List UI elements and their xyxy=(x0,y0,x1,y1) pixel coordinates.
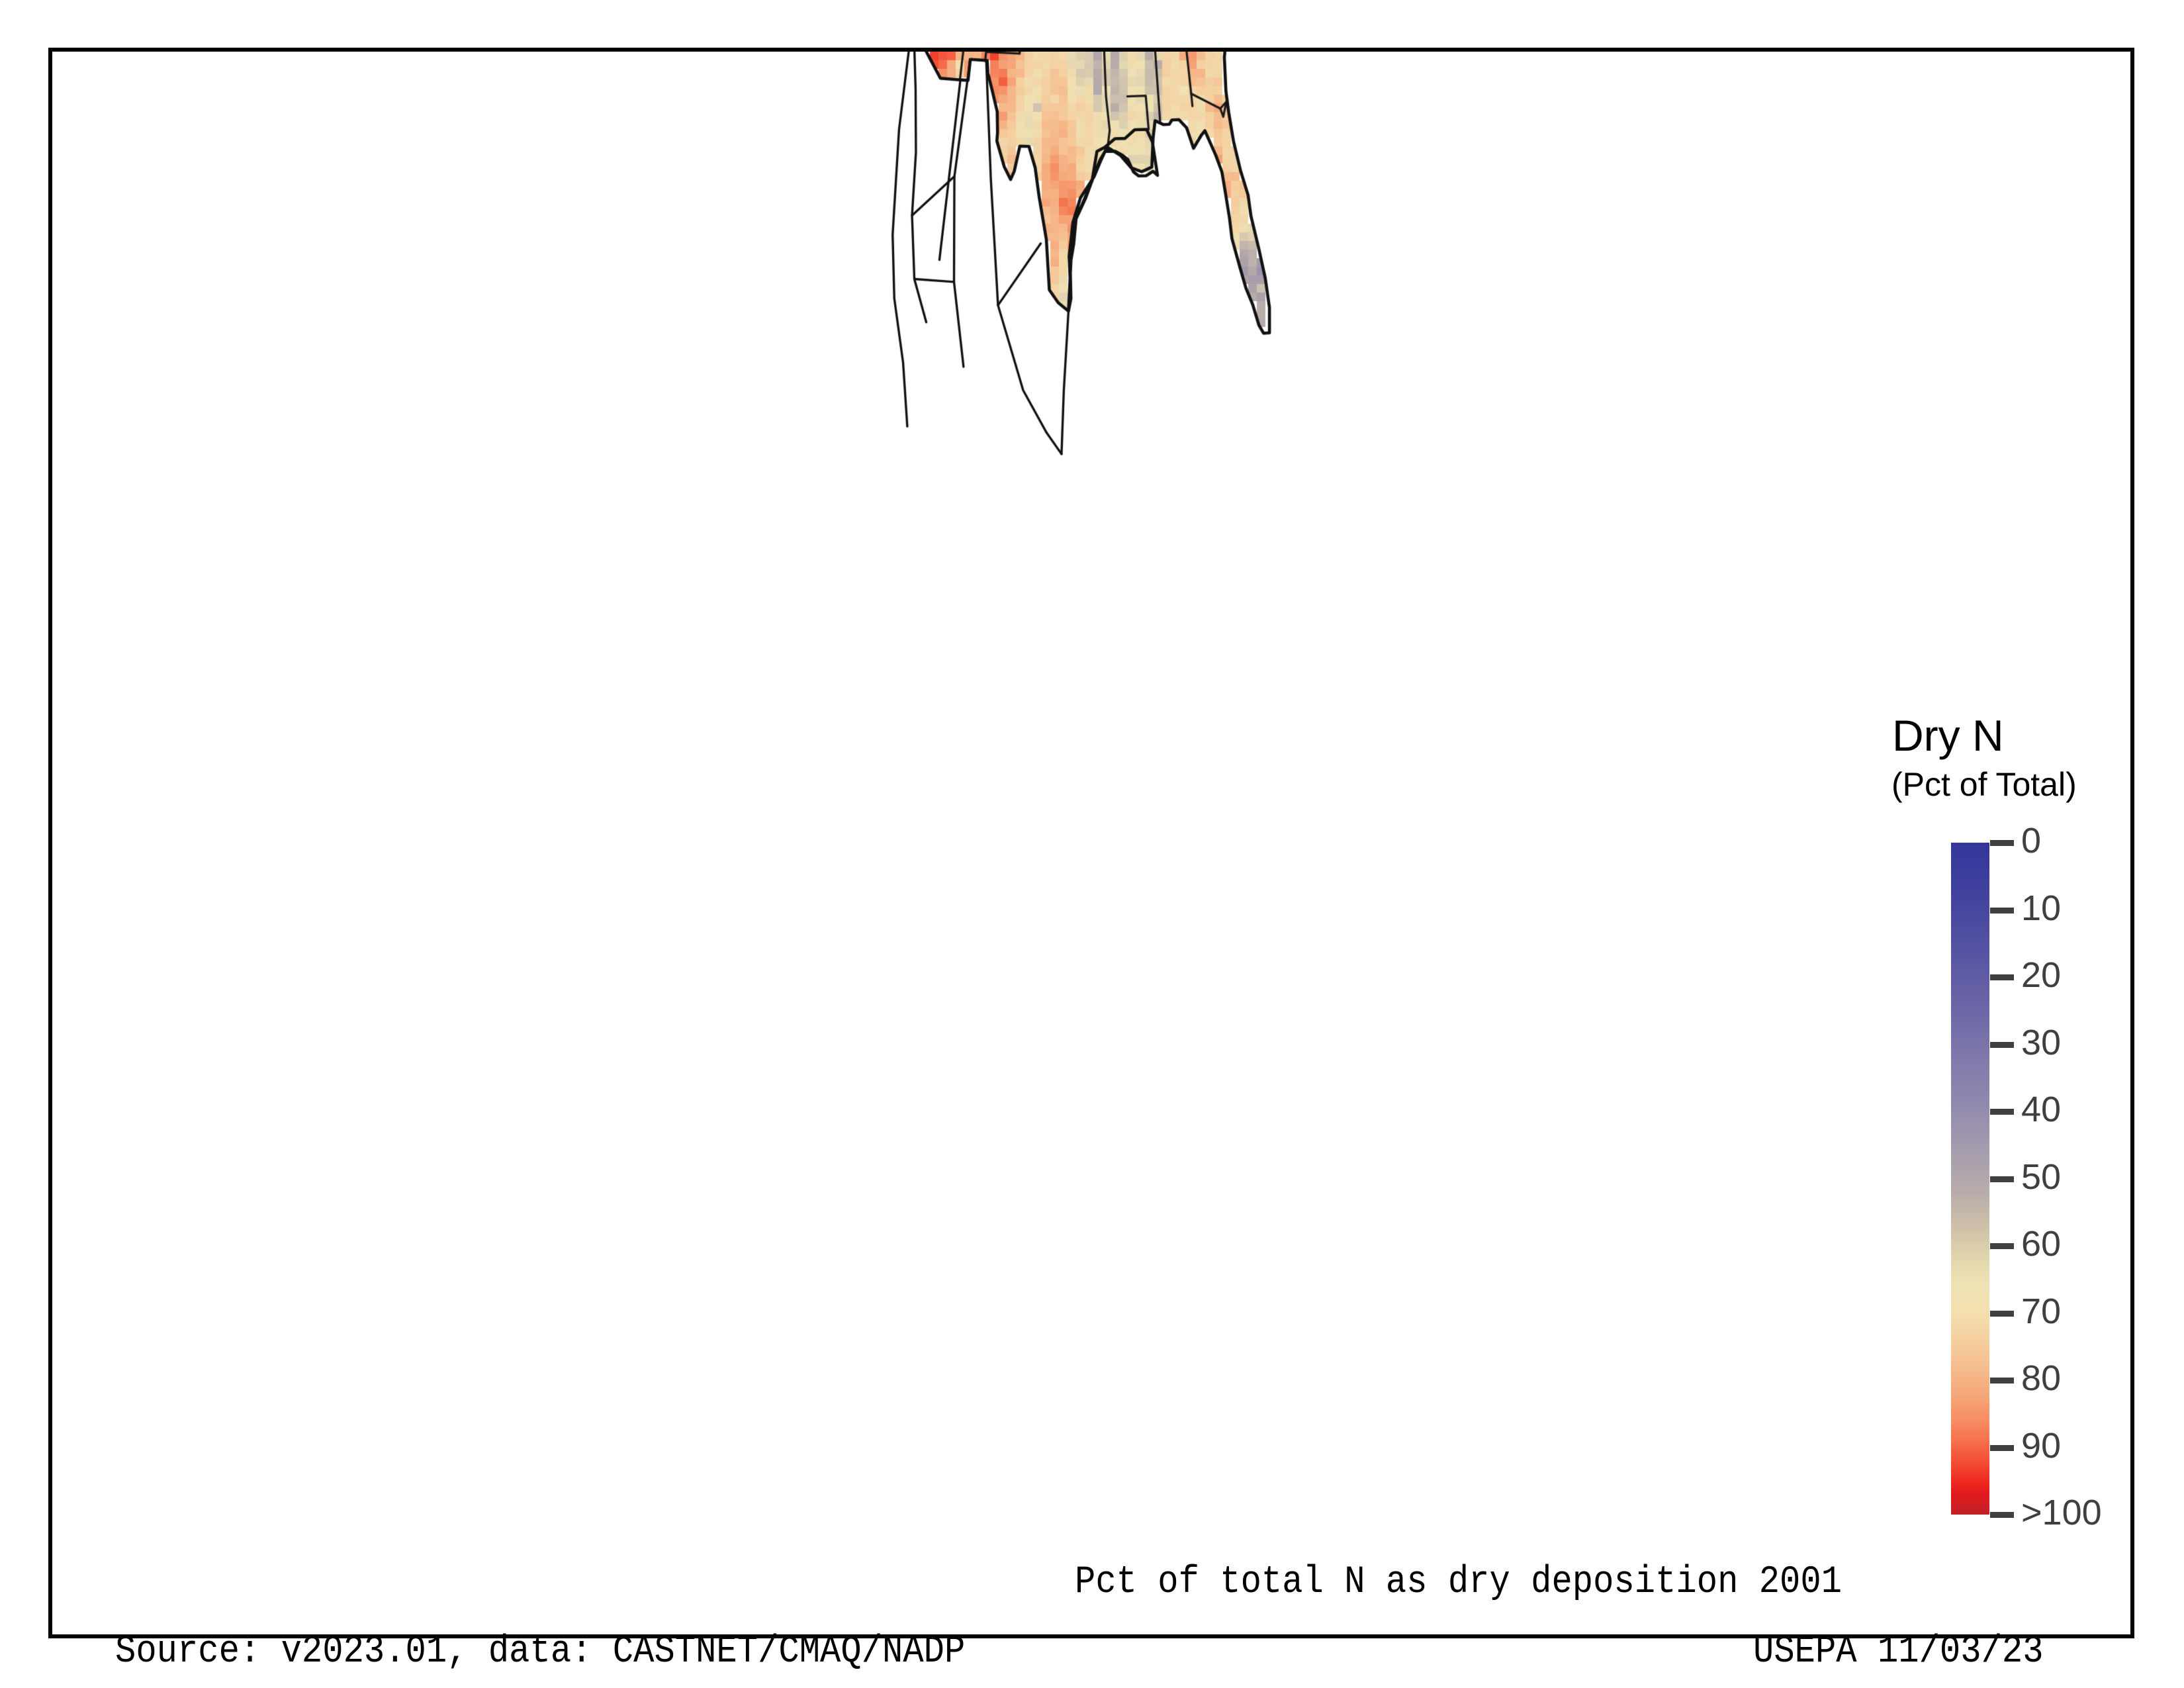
colorbar-tick-mark xyxy=(1990,1378,2014,1383)
source-caption: Source: v2023.01, data: CASTNET/CMAQ/NAD… xyxy=(115,1630,966,1673)
colorbar-tick-mark xyxy=(1990,974,2014,980)
figure-frame: Dry N (Pct of Total) 0 10 20 30 40 50 60 70 80 90… xyxy=(48,48,2134,1673)
colorbar-tick-label: 10 xyxy=(2021,888,2062,928)
colorbar-tick-mark xyxy=(1990,1512,2014,1518)
colorbar-tick-label: 40 xyxy=(2021,1090,2062,1129)
colorbar-tick-label: 0 xyxy=(2021,821,2042,861)
colorbar-tick-label: 50 xyxy=(2021,1156,2062,1197)
colorbar-tick-label: 60 xyxy=(2021,1224,2062,1264)
legend-title: Dry N xyxy=(1892,711,2004,760)
map-caption: Pct of total N as dry deposition 2001 xyxy=(1075,1561,1843,1604)
colorbar-tick-mark xyxy=(1990,1310,2014,1317)
colorbar-tick-label: 20 xyxy=(2021,955,2062,995)
colorbar-tick-label: 30 xyxy=(2021,1022,2062,1062)
conus-deposition-heatmap xyxy=(52,52,2130,1634)
colorbar-tick-mark xyxy=(1990,840,2014,846)
colorbar-gradient xyxy=(1951,843,1989,1515)
colorbar-legend: Dry N (Pct of Total) 0 10 20 30 40 50 60 70 80 90… xyxy=(1869,710,2154,1571)
colorbar-tick-label: 90 xyxy=(2021,1425,2062,1466)
colorbar-tick-mark xyxy=(1990,907,2014,914)
colorbar-tick-mark xyxy=(1990,1444,2014,1451)
colorbar-tick-label: 80 xyxy=(2021,1358,2062,1398)
colorbar-tick-mark xyxy=(1990,1243,2014,1249)
agency-caption: USEPA 11/03/23 xyxy=(1753,1630,2044,1673)
map-area xyxy=(52,52,2130,1634)
colorbar-tick-mark xyxy=(1990,1109,2014,1115)
colorbar-tick-label: 70 xyxy=(2021,1291,2062,1331)
colorbar-tick-label: >100 xyxy=(2021,1493,2102,1532)
colorbar-tick-mark xyxy=(1990,1176,2014,1182)
colorbar-tick-mark xyxy=(1990,1041,2014,1048)
legend-subtitle: (Pct of Total) xyxy=(1891,766,2077,803)
